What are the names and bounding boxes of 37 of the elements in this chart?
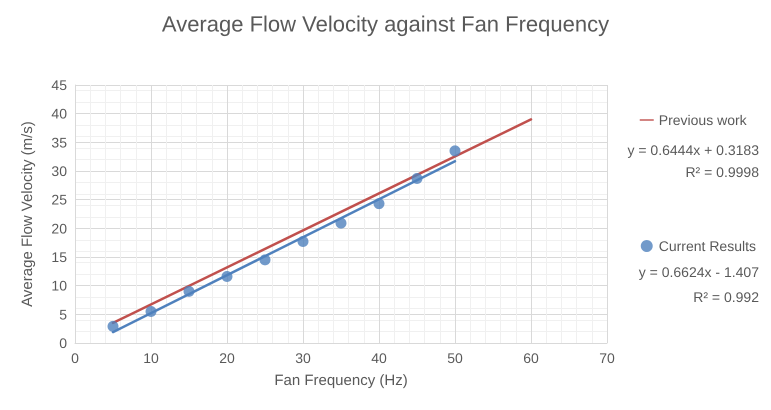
point — [184, 286, 194, 297]
y-tick-label: 0 — [59, 335, 68, 351]
y-tick-label: 30 — [51, 163, 68, 179]
y-tick-label: 15 — [51, 249, 68, 265]
y-tick-label: 5 — [59, 306, 68, 322]
text: y = 0.6444x + 0.3183 — [627, 142, 760, 158]
y-tick-label: 35 — [51, 134, 68, 150]
x-axis-title: Fan Frequency (Hz) — [274, 372, 408, 389]
x-tick-label: 70 — [599, 350, 615, 366]
point — [336, 218, 346, 229]
y-tick-label: 40 — [51, 106, 68, 122]
legend-label: Previous work — [658, 112, 748, 128]
x-tick-label: 40 — [371, 350, 387, 366]
point — [146, 306, 156, 317]
point — [450, 145, 460, 156]
text: y = 0.6624x - 1.407 — [638, 264, 760, 280]
x-tick-label: 60 — [523, 350, 539, 366]
point — [222, 270, 232, 282]
x-tick-label: 10 — [143, 350, 159, 366]
text: R² = 0.992 — [693, 289, 760, 305]
y-tick-label: 45 — [51, 77, 68, 93]
x-tick-label: 30 — [295, 350, 311, 366]
point — [260, 254, 270, 266]
y-tick-label: 25 — [51, 192, 68, 208]
point — [374, 198, 384, 210]
y-tick-label: 10 — [51, 278, 68, 294]
y-axis-title: Average Flow Velocity (m/s) — [19, 121, 36, 307]
point — [298, 236, 308, 248]
x-tick-label: 0 — [71, 350, 80, 366]
x-tick-label: 20 — [219, 350, 235, 366]
x-tick-label: 50 — [447, 350, 463, 366]
point — [108, 320, 118, 332]
text: R² = 0.9998 — [685, 164, 760, 180]
legend-label: Current Results — [658, 238, 756, 254]
point — [412, 172, 422, 184]
y-tick-label: 20 — [51, 220, 68, 236]
chart-title: Average Flow Velocity against Fan Frequency — [162, 12, 610, 36]
